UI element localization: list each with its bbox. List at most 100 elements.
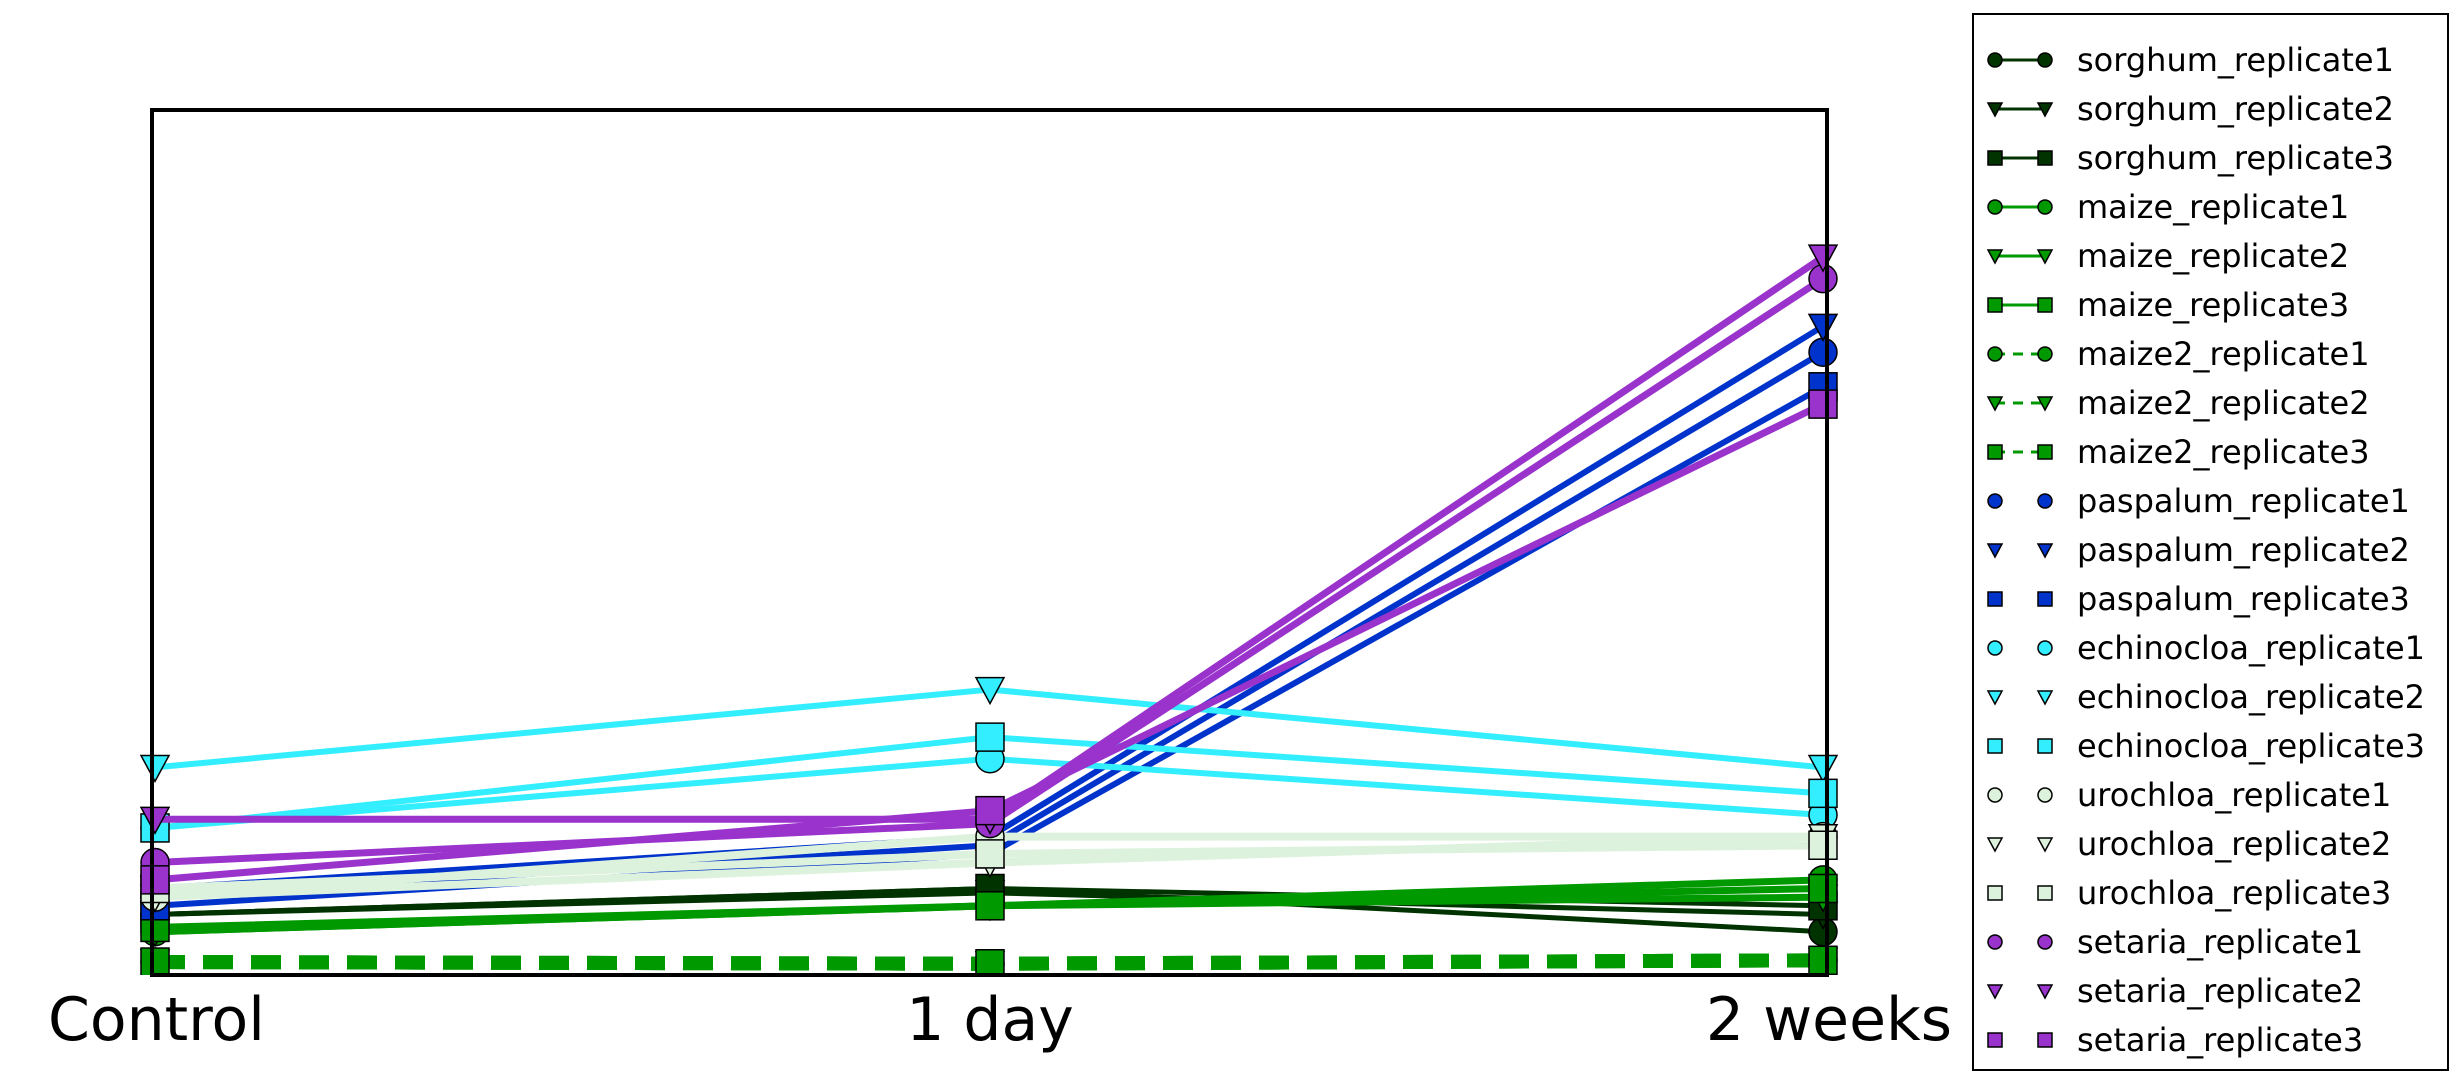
data-point-maize-replicate3-1-day	[975, 891, 1005, 921]
data-point-echinocloa-replicate2-2-weeks	[1807, 754, 1839, 783]
legend-marker-maize2-replicate3-right	[2037, 444, 2053, 460]
series-layer	[139, 244, 1839, 975]
legend-item-maize-replicate3: maize_replicate3	[1987, 286, 2349, 324]
legend-marker-maize2-replicate2-right	[2036, 396, 2054, 412]
legend-item-sorghum-replicate3: sorghum_replicate3	[1987, 139, 2394, 177]
legend-marker-sorghum-replicate2-left	[1986, 102, 2004, 118]
legend-item-echinocloa-replicate3: echinocloa_replicate3	[1987, 727, 2425, 765]
legend-label-urochloa-replicate3: urochloa_replicate3	[2077, 874, 2391, 912]
legend-item-paspalum-replicate3: paspalum_replicate3	[1987, 580, 2410, 618]
legend-marker-paspalum-replicate3-right	[2037, 591, 2053, 607]
legend-marker-sorghum-replicate2-right	[2036, 102, 2054, 118]
legend-marker-sorghum-replicate3-right	[2037, 150, 2053, 166]
data-point-echinocloa-replicate3-2-weeks	[1808, 778, 1838, 809]
data-point-setaria-replicate3-1-day	[975, 795, 1005, 826]
legend-label-maize-replicate1: maize_replicate1	[2077, 188, 2349, 226]
legend-marker-maize-replicate2-left	[1986, 249, 2004, 265]
legend-marker-setaria-replicate2-right	[2036, 984, 2054, 1000]
legend-marker-echinocloa-replicate3-right	[2037, 738, 2053, 754]
legend-marker-setaria-replicate3-left	[1987, 1032, 2003, 1048]
plot-frame	[150, 108, 1829, 977]
data-point-maize2-replicate3-control	[140, 947, 170, 975]
legend-marker-echinocloa-replicate2-right	[2036, 690, 2054, 706]
data-point-echinocloa-replicate2-1-day	[974, 676, 1006, 706]
legend-marker-maize-replicate1-left	[1987, 199, 2003, 215]
legend-item-sorghum-replicate1: sorghum_replicate1	[1987, 41, 2394, 79]
series-maize-replicate3	[140, 873, 1838, 943]
legend-label-sorghum-replicate2: sorghum_replicate2	[2077, 90, 2394, 128]
legend-marker-maize-replicate2-right	[2036, 249, 2054, 265]
legend-marker-echinocloa-replicate3-left	[1987, 738, 2003, 754]
legend-marker-urochloa-replicate3-left	[1987, 885, 2003, 901]
legend-marker-maize2-replicate2-left	[1986, 396, 2004, 412]
legend-label-echinocloa-replicate3: echinocloa_replicate3	[2077, 727, 2425, 765]
legend-label-maize-replicate2: maize_replicate2	[2077, 237, 2349, 275]
legend-item-maize-replicate2: maize_replicate2	[1986, 237, 2349, 275]
legend-marker-urochloa-replicate1-right	[2037, 787, 2053, 803]
legend-marker-setaria-replicate1-right	[2037, 934, 2053, 950]
data-point-paspalum-replicate2-2-weeks	[1807, 313, 1839, 342]
data-point-setaria-replicate3-control	[140, 865, 170, 895]
legend-marker-urochloa-replicate3-right	[2037, 885, 2053, 901]
legend-label-sorghum-replicate3: sorghum_replicate3	[2077, 139, 2394, 177]
series-maize2-replicate3	[140, 945, 1838, 975]
legend-label-setaria-replicate1: setaria_replicate1	[2077, 923, 2363, 961]
legend-marker-urochloa-replicate2-left	[1986, 837, 2004, 853]
legend-marker-maize-replicate3-right	[2037, 297, 2053, 313]
legend-item-maize2-replicate1: maize2_replicate1	[1987, 335, 2370, 373]
legend-label-maize2-replicate1: maize2_replicate1	[2077, 335, 2370, 373]
legend-marker-echinocloa-replicate2-left	[1986, 690, 2004, 706]
legend-marker-paspalum-replicate1-right	[2037, 493, 2053, 509]
legend-label-paspalum-replicate2: paspalum_replicate2	[2077, 531, 2410, 569]
series-echinocloa-replicate2	[139, 676, 1839, 783]
legend-marker-paspalum-replicate3-left	[1987, 591, 2003, 607]
legend-item-maize-replicate1: maize_replicate1	[1987, 188, 2349, 226]
data-point-setaria-replicate3-2-weeks	[1808, 389, 1838, 419]
legend-item-echinocloa-replicate2: echinocloa_replicate2	[1986, 678, 2425, 716]
series-setaria-replicate1	[140, 263, 1838, 878]
data-point-echinocloa-replicate2-control	[139, 754, 171, 783]
data-point-maize-replicate3-2-weeks	[1808, 873, 1838, 904]
legend-item-urochloa-replicate1: urochloa_replicate1	[1987, 776, 2391, 814]
legend-item-sorghum-replicate2: sorghum_replicate2	[1986, 90, 2394, 128]
legend-item-paspalum-replicate1: paspalum_replicate1	[1987, 482, 2410, 520]
data-point-urochloa-replicate3-2-weeks	[1808, 830, 1838, 860]
legend-marker-sorghum-replicate1-right	[2037, 52, 2053, 68]
data-point-urochloa-replicate3-1-day	[975, 839, 1005, 869]
legend-marker-urochloa-replicate2-right	[2036, 837, 2054, 853]
legend-marker-maize2-replicate3-left	[1987, 444, 2003, 460]
legend-label-paspalum-replicate3: paspalum_replicate3	[2077, 580, 2410, 618]
data-point-setaria-replicate2-2-weeks	[1807, 244, 1839, 273]
data-point-maize2-replicate3-2-weeks	[1808, 945, 1838, 975]
legend-label-setaria-replicate3: setaria_replicate3	[2077, 1021, 2363, 1059]
legend-marker-urochloa-replicate1-left	[1987, 787, 2003, 803]
legend-label-urochloa-replicate1: urochloa_replicate1	[2077, 776, 2391, 814]
x-tick-label-2-weeks: 2 weeks	[1706, 985, 1952, 1055]
data-point-maize2-replicate3-1-day	[975, 949, 1005, 975]
data-point-paspalum-replicate1-2-weeks	[1808, 337, 1838, 367]
legend-label-setaria-replicate2: setaria_replicate2	[2077, 972, 2363, 1010]
legend-marker-setaria-replicate1-left	[1987, 934, 2003, 950]
legend-marker-setaria-replicate3-right	[2037, 1032, 2053, 1048]
data-point-setaria-replicate2-control	[139, 806, 171, 835]
legend-marker-sorghum-replicate1-left	[1987, 52, 2003, 68]
legend-marker-paspalum-replicate1-left	[1987, 493, 2003, 509]
legend-item-maize2-replicate3: maize2_replicate3	[1987, 433, 2370, 471]
legend-label-echinocloa-replicate2: echinocloa_replicate2	[2077, 678, 2425, 716]
legend-marker-echinocloa-replicate1-right	[2037, 640, 2053, 656]
x-tick-label-control: Control	[48, 985, 265, 1055]
legend-marker-maize-replicate1-right	[2037, 199, 2053, 215]
x-axis-tick-labels: Control 1 day 2 weeks	[48, 985, 1952, 1055]
legend-marker-maize2-replicate1-left	[1987, 346, 2003, 362]
legend-marker-maize2-replicate1-right	[2037, 346, 2053, 362]
legend-marker-paspalum-replicate2-left	[1986, 543, 2004, 559]
legend-label-sorghum-replicate1: sorghum_replicate1	[2077, 41, 2394, 79]
legend-marker-echinocloa-replicate1-left	[1987, 640, 2003, 656]
legend-label-urochloa-replicate2: urochloa_replicate2	[2077, 825, 2391, 863]
legend-label-maize2-replicate3: maize2_replicate3	[2077, 433, 2370, 471]
legend-label-echinocloa-replicate1: echinocloa_replicate1	[2077, 629, 2425, 667]
legend: sorghum_replicate1 sorghum_replicate2sorg…	[1972, 13, 2449, 1071]
legend-item-urochloa-replicate2: urochloa_replicate2	[1986, 825, 2391, 863]
series-setaria-replicate3	[140, 389, 1838, 895]
